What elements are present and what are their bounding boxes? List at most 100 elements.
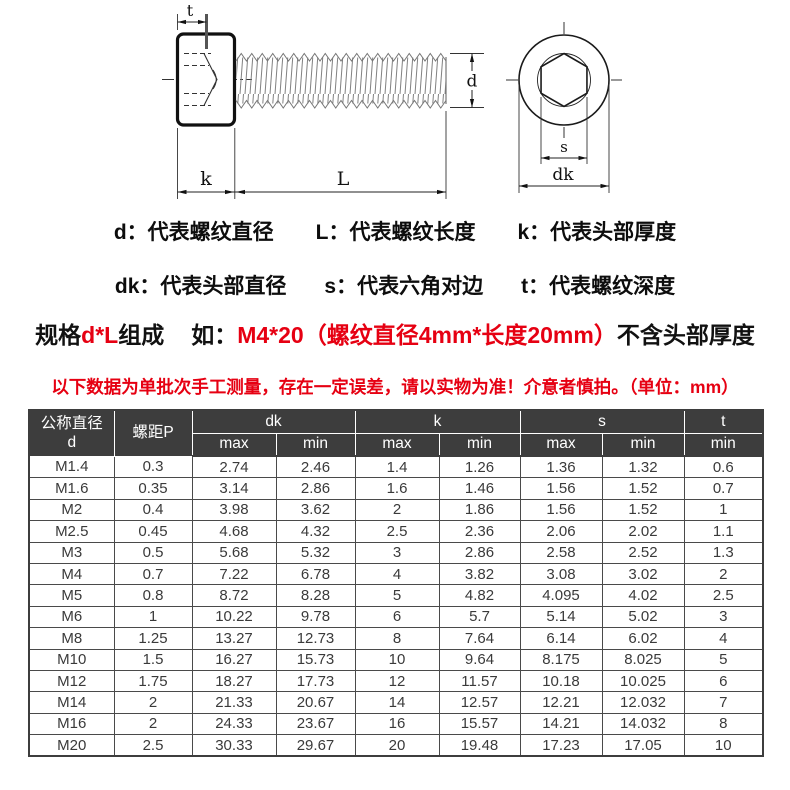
- table-cell: 5.7: [438, 605, 521, 629]
- table-cell: 1.52: [601, 477, 685, 500]
- table-cell: 0.8: [113, 584, 193, 607]
- header-sub: min: [601, 433, 685, 457]
- table-cell: 2.86: [438, 541, 521, 564]
- legend-row-2: dk：代表头部直径 s：代表六角对边 t：代表螺纹深度: [0, 275, 790, 299]
- table-cell: 12: [354, 669, 440, 693]
- table-cell: 6: [354, 605, 440, 629]
- spec-segment: 规格: [35, 322, 82, 348]
- table-cell: 4.02: [601, 584, 685, 607]
- table-cell: 12.73: [275, 627, 356, 650]
- table-cell: 1.46: [438, 477, 521, 500]
- table-cell: 0.35: [113, 477, 193, 500]
- table-cell: 4: [683, 627, 764, 650]
- table-cell: 5.14: [519, 605, 603, 629]
- disclaimer-text: 以下数据为单批次手工测量，存在一定误差，请以实物为准！介意者慎拍。（单位：mm）: [51, 377, 739, 397]
- table-cell: 19.48: [438, 734, 521, 757]
- table-cell: M20: [28, 734, 115, 757]
- table-cell: 10.22: [191, 605, 277, 629]
- table-cell: 0.7: [683, 477, 764, 500]
- table-cell: 2.86: [275, 477, 356, 500]
- table-cell: 1.56: [519, 498, 603, 522]
- table-cell: 17.05: [601, 734, 685, 757]
- spec-segment: 不含头部厚度: [616, 322, 755, 348]
- header-group-k: k: [354, 409, 521, 434]
- table-cell: M12: [28, 669, 115, 693]
- table-cell: 8.025: [601, 648, 685, 671]
- table-row: M2 0.4 3.98 3.62 2 1.86 1.56 1.52 1: [28, 498, 764, 522]
- table-cell: 1.26: [438, 455, 521, 479]
- table-row: M2.5 0.45 4.68 4.32 2.5 2.36 2.06 2.02 1.1: [28, 520, 764, 543]
- table-cell: M6: [28, 605, 115, 629]
- table-cell: 7.64: [438, 627, 521, 650]
- table-row: M1.6 0.35 3.14 2.86 1.6 1.46 1.56 1.52 0.7: [28, 477, 764, 500]
- header-group-t: t: [683, 409, 764, 434]
- table-cell: M2.5: [28, 520, 115, 543]
- table-cell: 1.25: [113, 627, 193, 650]
- table-cell: 0.7: [113, 562, 193, 586]
- table-row: M14 2 21.33 20.67 14 12.57 12.21 12.032 7: [28, 691, 764, 714]
- table-cell: 17.23: [519, 734, 603, 757]
- table-cell: 5.32: [275, 541, 356, 564]
- header-sub: max: [354, 433, 440, 457]
- spec-segment: d*L: [81, 322, 119, 348]
- table-cell: 2: [683, 562, 764, 586]
- table-cell: 4.82: [438, 584, 521, 607]
- table-cell: 12.21: [519, 691, 603, 714]
- table-cell: 8.28: [275, 584, 356, 607]
- table-cell: 2: [113, 691, 193, 714]
- table-cell: 17.73: [275, 669, 356, 693]
- table-cell: 2.74: [191, 455, 277, 479]
- table-cell: 1.52: [601, 498, 685, 522]
- table-cell: M16: [28, 712, 115, 736]
- table-cell: 2.52: [601, 541, 685, 564]
- table-cell: 1.32: [601, 455, 685, 479]
- table-cell: M5: [28, 584, 115, 607]
- legend-item-L: L：代表螺纹长度: [315, 221, 476, 244]
- table-cell: 2.5: [683, 584, 764, 607]
- spec-segment: 如：: [191, 322, 238, 348]
- table-cell: 20.67: [275, 691, 356, 714]
- table-cell: 18.27: [191, 669, 277, 693]
- table-cell: 5.02: [601, 605, 685, 629]
- table-cell: 11.57: [438, 669, 521, 693]
- table-cell: 2.5: [354, 520, 440, 543]
- table-cell: 7.22: [191, 562, 277, 586]
- table-cell: M1.4: [28, 455, 115, 479]
- spec-format-line: 规格 d*L 组成 如： M4*20（螺纹直径4mm*长度20mm） 不含头部厚…: [0, 322, 790, 350]
- table-cell: 5: [354, 584, 440, 607]
- table-row: M4 0.7 7.22 6.78 4 3.82 3.08 3.02 2: [28, 562, 764, 586]
- legend-item-s: s：代表六角对边: [324, 275, 484, 298]
- legend-item-d: d：代表螺纹直径: [113, 221, 274, 244]
- header-nominal-diameter: 公称直径 d: [28, 409, 115, 457]
- table-cell: M3: [28, 541, 115, 564]
- dim-label-d: d: [467, 72, 478, 92]
- table-cell: 9.64: [438, 648, 521, 671]
- dim-label-t: t: [187, 1, 194, 20]
- table-cell: 29.67: [275, 734, 356, 757]
- table-cell: 4.32: [275, 520, 356, 543]
- table-cell: 8: [683, 712, 764, 736]
- table-cell: 10.025: [601, 669, 685, 693]
- table-cell: 3.14: [191, 477, 277, 500]
- header-sub: min: [275, 433, 356, 457]
- table-cell: 5: [683, 648, 764, 671]
- table-row: M5 0.8 8.72 8.28 5 4.82 4.095 4.02 2.5: [28, 584, 764, 607]
- table-cell: 1.86: [438, 498, 521, 522]
- table-cell: 16.27: [191, 648, 277, 671]
- table-cell: 0.5: [113, 541, 193, 564]
- front-view: s dk: [506, 22, 622, 193]
- table-cell: 15.57: [438, 712, 521, 736]
- table-cell: 1.6: [354, 477, 440, 500]
- table-cell: 1.5: [113, 648, 193, 671]
- table-cell: 1.3: [683, 541, 764, 564]
- table-cell: M4: [28, 562, 115, 586]
- table-cell: 10.18: [519, 669, 603, 693]
- table-cell: 3.82: [438, 562, 521, 586]
- table-cell: M10: [28, 648, 115, 671]
- table-cell: 8: [354, 627, 440, 650]
- table-cell: 24.33: [191, 712, 277, 736]
- header-sub: min: [438, 433, 521, 457]
- table-cell: 2.58: [519, 541, 603, 564]
- table-cell: 4: [354, 562, 440, 586]
- table-cell: 14.032: [601, 712, 685, 736]
